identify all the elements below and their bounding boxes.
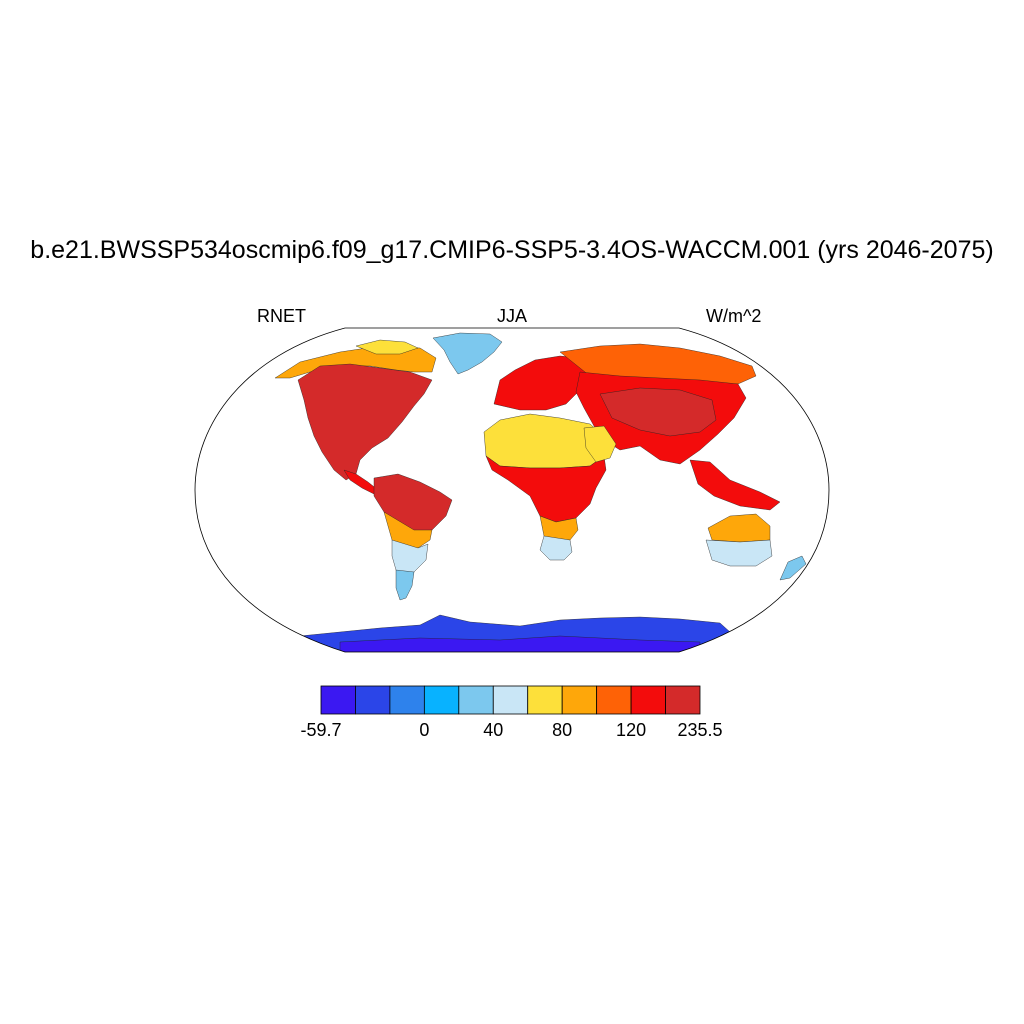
australia-north bbox=[707, 513, 771, 543]
colorbar bbox=[320, 685, 701, 715]
australia bbox=[705, 539, 773, 567]
south-america bbox=[373, 473, 453, 533]
colorbar-tick-label: 235.5 bbox=[677, 720, 723, 740]
colorbar-box bbox=[527, 685, 563, 715]
colorbar-box bbox=[458, 685, 494, 715]
colorbar-box bbox=[630, 685, 666, 715]
southeast-asia bbox=[689, 459, 781, 511]
europe bbox=[493, 355, 589, 411]
colorbar-tick-label: 0 bbox=[419, 720, 430, 740]
colorbar-box bbox=[389, 685, 425, 715]
units-label: W/m^2 bbox=[706, 306, 762, 326]
patagonia bbox=[395, 569, 415, 601]
arctic-islands bbox=[355, 339, 419, 355]
new-zealand bbox=[779, 555, 807, 581]
southern-africa bbox=[539, 535, 573, 561]
colorbar-tick-label: 120 bbox=[616, 720, 647, 740]
colorbar-box bbox=[665, 685, 701, 715]
colorbar-tick-label: 40 bbox=[483, 720, 504, 740]
colorbar-box bbox=[561, 685, 598, 715]
central-asia bbox=[599, 387, 717, 437]
central-america bbox=[343, 469, 379, 495]
arabia bbox=[583, 425, 617, 463]
variable-label: RNET bbox=[257, 306, 306, 326]
colorbar-box bbox=[320, 685, 356, 715]
colorbar-tick-label: 80 bbox=[552, 720, 573, 740]
map-outline bbox=[194, 327, 830, 653]
season-label: JJA bbox=[496, 306, 527, 326]
colorbar-tick-label: -59.7 bbox=[300, 720, 342, 740]
antarctica-interior bbox=[339, 635, 701, 652]
chart-title: b.e21.BWSSP534oscmip6.f09_g17.CMIP6-SSP5… bbox=[30, 236, 994, 264]
greenland bbox=[432, 332, 503, 375]
colorbar-box bbox=[492, 685, 529, 715]
colorbar-box bbox=[355, 685, 391, 715]
colorbar-box bbox=[423, 685, 460, 715]
colorbar-box bbox=[596, 685, 632, 715]
africa bbox=[485, 455, 607, 523]
north-america bbox=[297, 363, 433, 481]
